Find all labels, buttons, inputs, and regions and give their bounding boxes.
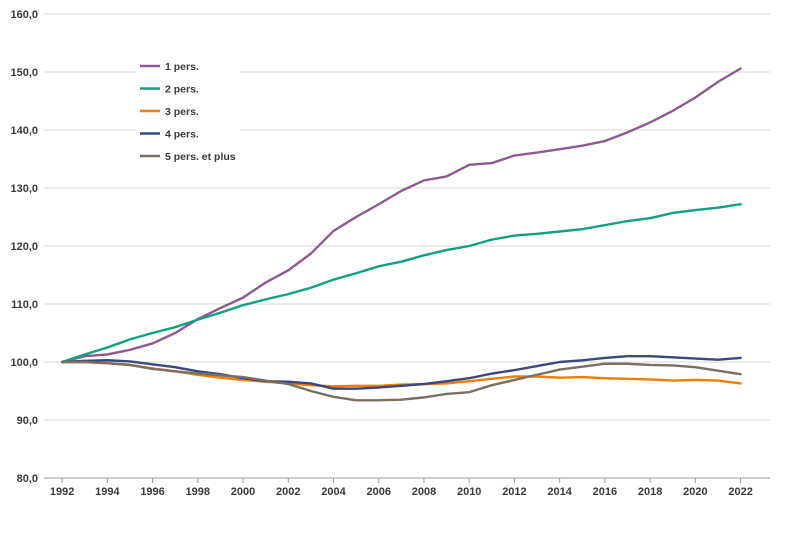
y-tick-label: 120,0 xyxy=(10,241,38,253)
x-tick-label: 2010 xyxy=(457,486,481,498)
x-tick-label: 2004 xyxy=(321,486,346,498)
x-tick-label: 2022 xyxy=(728,486,752,498)
x-tick-label: 2006 xyxy=(366,486,390,498)
y-tick-labels: 80,0 90,0 100,0 110,0 120,0 130,0 140,0 150,0 16… xyxy=(10,9,38,485)
x-tick-label: 2002 xyxy=(276,486,300,498)
y-tick-label: 90,0 xyxy=(17,415,38,427)
legend-label: 1 pers. xyxy=(165,61,199,73)
x-tick-label: 2014 xyxy=(547,486,572,498)
legend-label: 2 pers. xyxy=(165,84,199,96)
y-tick-label: 100,0 xyxy=(10,357,38,369)
y-tick-label: 80,0 xyxy=(17,473,38,485)
x-tick-label: 2016 xyxy=(593,486,617,498)
legend-label: 4 pers. xyxy=(165,129,199,141)
series-line-5 xyxy=(60,360,742,402)
x-tick-label: 2018 xyxy=(638,486,662,498)
x-tick-label: 2020 xyxy=(683,486,707,498)
axes xyxy=(44,477,770,483)
x-tick-label: 1998 xyxy=(186,486,210,498)
y-tick-label: 160,0 xyxy=(10,9,38,21)
series-line-4 xyxy=(60,355,742,390)
legend: 1 pers. 2 pers. 3 pers. 4 pers. 5 pers. et p… xyxy=(136,54,240,171)
x-tick-label: 1992 xyxy=(50,486,74,498)
y-tick-label: 110,0 xyxy=(11,299,38,311)
x-tick-labels: 1992 1994 1996 1998 2000 2002 2004 2006 2008 2010… xyxy=(50,486,753,498)
series-lines xyxy=(60,67,742,402)
y-tick-label: 130,0 xyxy=(10,183,38,195)
y-tick-label: 140,0 xyxy=(10,125,38,137)
x-tick-label: 1996 xyxy=(140,486,164,498)
y-tick-label: 150,0 xyxy=(10,67,38,79)
series-line-2 xyxy=(60,203,742,364)
x-tick-label: 2008 xyxy=(412,486,436,498)
x-tick-label: 2000 xyxy=(231,486,255,498)
x-tick-label: 2012 xyxy=(502,486,526,498)
legend-label: 3 pers. xyxy=(165,106,199,118)
series-line-1 xyxy=(60,67,742,364)
legend-background xyxy=(136,54,240,171)
x-tick-label: 1994 xyxy=(95,486,120,498)
legend-label: 5 pers. et plus xyxy=(165,151,236,163)
